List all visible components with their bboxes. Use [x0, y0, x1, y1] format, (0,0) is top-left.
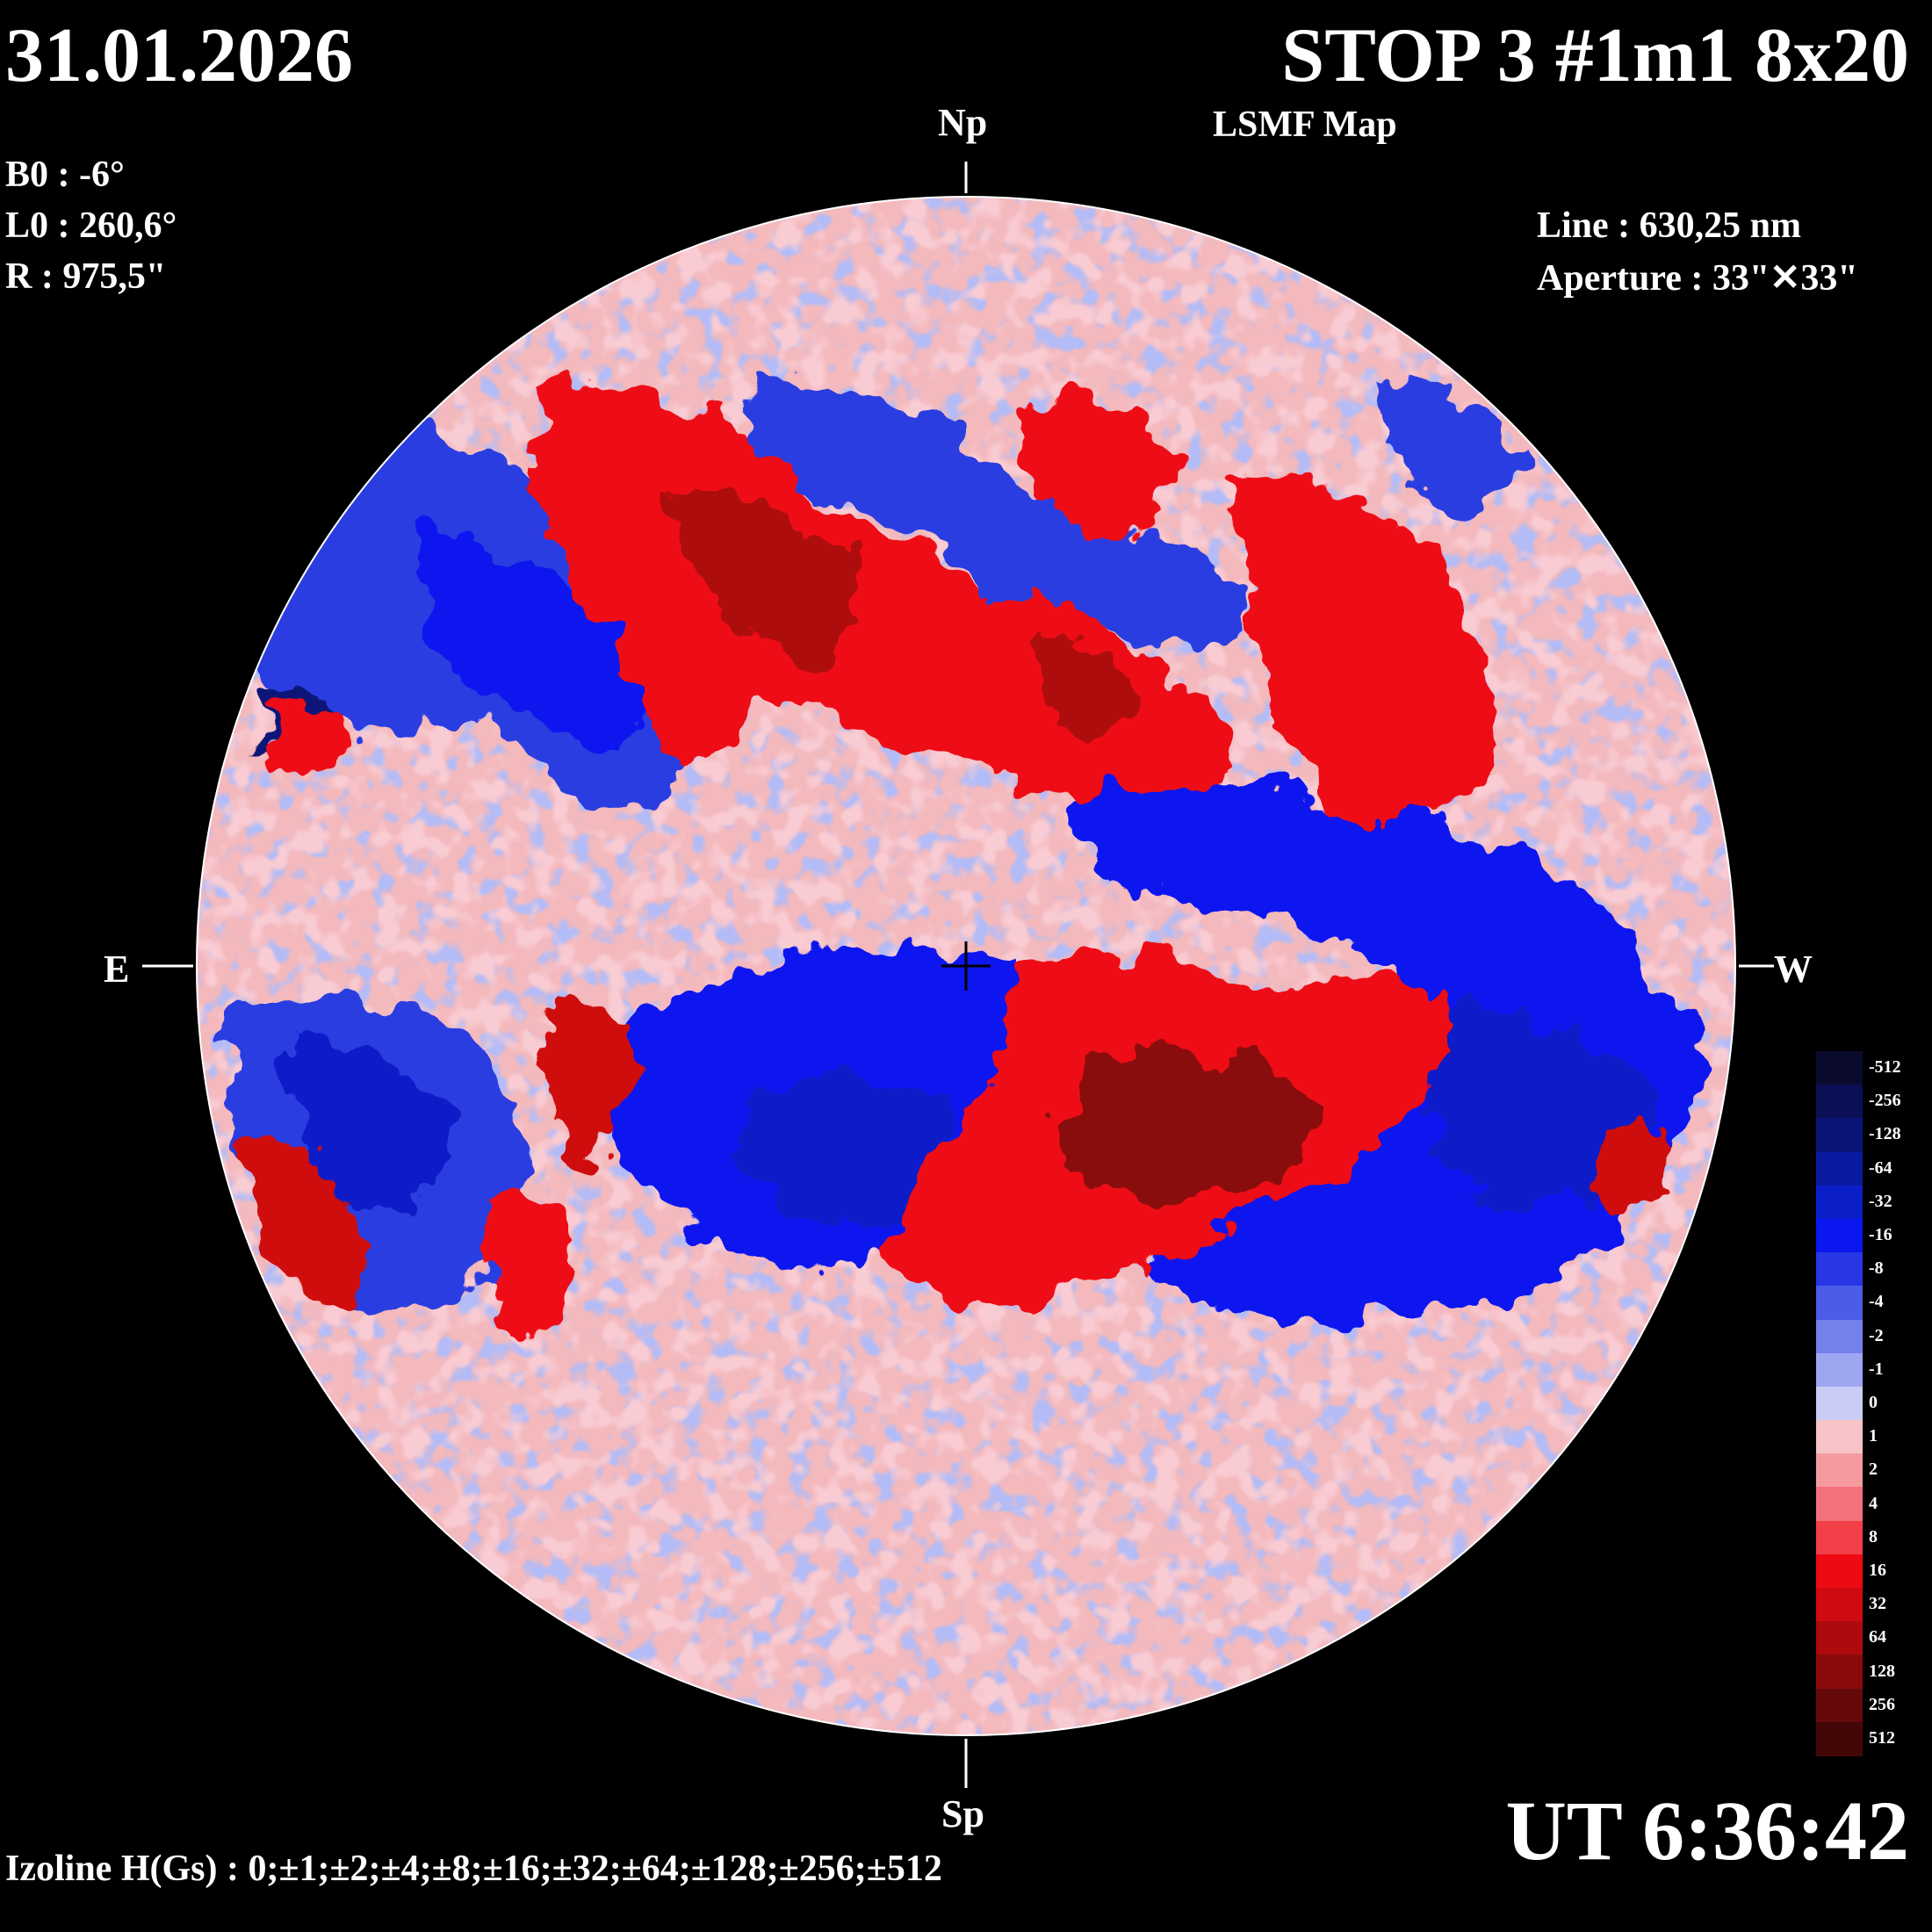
pos-region-northwest	[1229, 474, 1496, 825]
l0-param: L0 : 260,6°	[5, 205, 177, 246]
color-scale-label: -4	[1869, 1292, 1884, 1312]
color-scale-segment	[1816, 1420, 1863, 1455]
color-scale-segment	[1816, 1319, 1863, 1354]
solar-disk	[197, 197, 1735, 1735]
map-title: STOP 3 #1m1 8x20	[1281, 13, 1909, 98]
color-scale-label: -1	[1869, 1359, 1884, 1379]
aperture-size: Aperture : 33"✕33"	[1537, 258, 1858, 299]
color-scale-segment	[1816, 1654, 1863, 1690]
color-scale-bar	[1816, 1051, 1863, 1756]
color-scale-segment	[1816, 1151, 1863, 1186]
color-scale-label: -8	[1869, 1258, 1884, 1279]
color-scale-segment	[1816, 1588, 1863, 1623]
color-scale-label: 16	[1869, 1560, 1886, 1580]
color-scale-segment	[1816, 1453, 1863, 1489]
color-scale-label: -2	[1869, 1325, 1884, 1345]
color-scale-label: 512	[1869, 1727, 1895, 1748]
color-scale-label: 0	[1869, 1393, 1878, 1412]
izoline-legend: Izoline H(Gs) : 0;±1;±2;±4;±8;±16;±32;±6…	[5, 1849, 942, 1889]
color-scale-label: 128	[1869, 1661, 1895, 1681]
west-label: W	[1774, 948, 1813, 991]
center-crosshair-icon	[941, 941, 991, 991]
universal-time: UT 6:36:42	[1505, 1784, 1909, 1878]
color-scale-label: 4	[1869, 1493, 1878, 1513]
color-scale-segment	[1816, 1118, 1863, 1153]
color-scale-segment	[1816, 1386, 1863, 1421]
color-scale-label: 256	[1869, 1694, 1895, 1714]
color-scale-segment	[1816, 1252, 1863, 1287]
color-scale-label: 1	[1869, 1426, 1878, 1446]
color-scale-label: -32	[1869, 1191, 1892, 1211]
color-scale-label: 2	[1869, 1460, 1878, 1480]
color-scale-label: -512	[1869, 1057, 1901, 1078]
color-scale-segment	[1816, 1520, 1863, 1555]
color-scale-label: -128	[1869, 1124, 1901, 1144]
color-scale-segment	[1816, 1085, 1863, 1120]
color-scale-segment	[1816, 1688, 1863, 1723]
solar-limb	[196, 196, 1736, 1736]
color-scale-label: -256	[1869, 1091, 1901, 1111]
color-scale-label: 8	[1869, 1526, 1878, 1546]
color-scale-segment	[1816, 1721, 1863, 1756]
radius-param: R : 975,5"	[5, 256, 167, 297]
neg-region-north	[745, 383, 1247, 646]
color-scale-segment	[1816, 1554, 1863, 1589]
color-scale-segment	[1816, 1051, 1863, 1085]
color-scale-segment	[1816, 1286, 1863, 1321]
b0-param: B0 : -6°	[5, 155, 125, 195]
color-scale-label: 64	[1869, 1627, 1886, 1647]
south-pole-label: Sp	[941, 1792, 984, 1835]
color-scale-label: -16	[1869, 1225, 1892, 1245]
color-scale-segment	[1816, 1621, 1863, 1656]
map-subtitle: LSMF Map	[1213, 105, 1397, 145]
spectral-line: Line : 630,25 nm	[1537, 205, 1802, 246]
color-scale-label: -64	[1869, 1157, 1892, 1178]
observation-date: 31.01.2026	[5, 13, 353, 98]
color-scale-segment	[1816, 1352, 1863, 1388]
color-scale-segment	[1816, 1185, 1863, 1220]
color-scale-segment	[1816, 1218, 1863, 1253]
east-label: E	[104, 948, 130, 991]
north-pole-label: Np	[938, 101, 988, 144]
color-scale-label: 32	[1869, 1594, 1886, 1614]
color-scale-segment	[1816, 1487, 1863, 1522]
